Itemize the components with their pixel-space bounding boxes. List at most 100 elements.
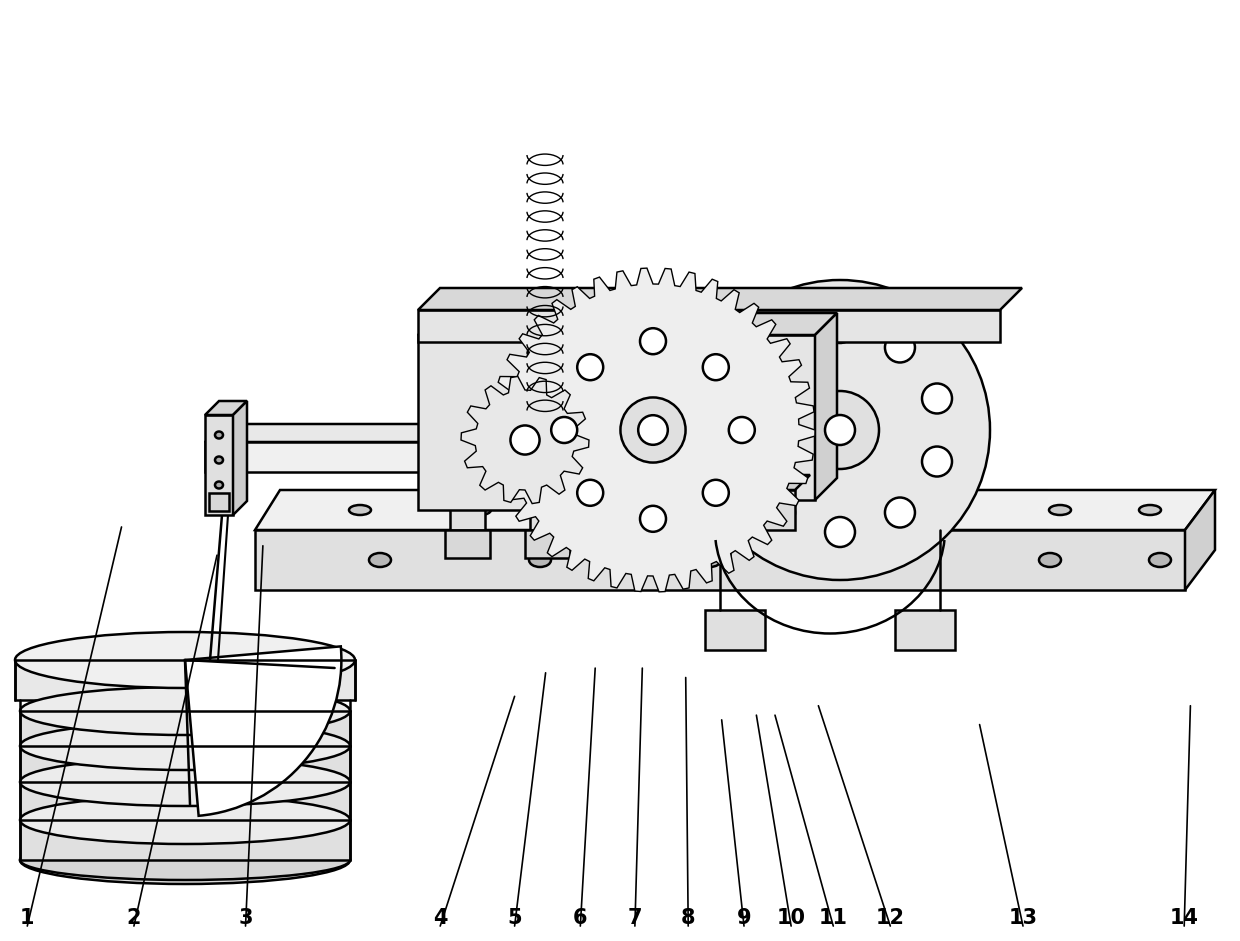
Polygon shape (529, 472, 565, 530)
Text: 11: 11 (818, 908, 848, 928)
Polygon shape (580, 490, 650, 535)
Circle shape (885, 332, 915, 362)
Bar (605, 530, 650, 558)
Polygon shape (255, 530, 1185, 590)
Polygon shape (418, 288, 1022, 310)
Circle shape (765, 332, 795, 362)
Polygon shape (233, 401, 247, 515)
Ellipse shape (20, 687, 350, 735)
Polygon shape (20, 746, 350, 782)
Polygon shape (461, 376, 589, 503)
Wedge shape (185, 646, 341, 816)
Circle shape (703, 354, 729, 380)
Polygon shape (610, 472, 645, 530)
Circle shape (923, 447, 952, 476)
Text: 8: 8 (681, 908, 696, 928)
Circle shape (801, 391, 879, 469)
Circle shape (511, 425, 539, 455)
Ellipse shape (20, 796, 350, 844)
Ellipse shape (469, 505, 491, 515)
Ellipse shape (215, 456, 223, 464)
Ellipse shape (348, 505, 371, 515)
Polygon shape (730, 475, 810, 490)
Polygon shape (491, 268, 815, 592)
Polygon shape (255, 490, 1215, 530)
Circle shape (620, 397, 686, 463)
Ellipse shape (20, 836, 350, 884)
Ellipse shape (689, 505, 711, 515)
Circle shape (825, 415, 856, 445)
Circle shape (728, 384, 758, 413)
Ellipse shape (1149, 553, 1171, 567)
Ellipse shape (370, 553, 391, 567)
Ellipse shape (699, 553, 720, 567)
Bar (210, 493, 229, 511)
Polygon shape (450, 454, 503, 472)
Polygon shape (15, 660, 355, 700)
Polygon shape (660, 475, 745, 490)
Bar (895, 610, 955, 650)
Circle shape (640, 328, 666, 354)
Polygon shape (20, 820, 350, 860)
Polygon shape (689, 454, 743, 472)
Polygon shape (1185, 490, 1215, 590)
Polygon shape (418, 310, 999, 342)
Polygon shape (418, 313, 551, 335)
Circle shape (703, 480, 729, 506)
Polygon shape (610, 454, 663, 472)
Text: 7: 7 (627, 908, 642, 928)
Polygon shape (528, 313, 551, 510)
Circle shape (639, 415, 668, 445)
Text: 6: 6 (573, 908, 588, 928)
Polygon shape (205, 415, 233, 515)
Circle shape (825, 517, 856, 547)
Text: 12: 12 (875, 908, 905, 928)
Circle shape (552, 417, 577, 443)
Polygon shape (689, 472, 725, 530)
Ellipse shape (929, 505, 951, 515)
Ellipse shape (215, 482, 223, 488)
Bar (525, 530, 570, 558)
Circle shape (765, 498, 795, 528)
Ellipse shape (20, 840, 350, 880)
Ellipse shape (1039, 553, 1061, 567)
Circle shape (885, 498, 915, 528)
Polygon shape (529, 454, 583, 472)
Text: 5: 5 (507, 908, 522, 928)
Polygon shape (450, 472, 485, 530)
Text: 2: 2 (126, 908, 141, 928)
Polygon shape (660, 490, 730, 535)
Bar (445, 530, 490, 558)
Ellipse shape (529, 553, 551, 567)
Circle shape (577, 354, 603, 380)
Polygon shape (20, 711, 350, 746)
Ellipse shape (20, 722, 350, 770)
Circle shape (825, 313, 856, 343)
Circle shape (689, 280, 990, 580)
Circle shape (728, 447, 758, 476)
Circle shape (640, 506, 666, 532)
Text: 4: 4 (433, 908, 448, 928)
Text: 13: 13 (1008, 908, 1038, 928)
Polygon shape (815, 313, 837, 500)
Polygon shape (20, 782, 350, 820)
Polygon shape (720, 335, 815, 500)
Polygon shape (720, 313, 837, 335)
Bar (706, 610, 765, 650)
Ellipse shape (1049, 505, 1071, 515)
Polygon shape (205, 401, 247, 415)
Polygon shape (205, 442, 665, 472)
Text: 9: 9 (737, 908, 751, 928)
Ellipse shape (215, 432, 223, 439)
Ellipse shape (1140, 505, 1161, 515)
Ellipse shape (869, 553, 892, 567)
Ellipse shape (15, 632, 355, 688)
Text: 14: 14 (1169, 908, 1199, 928)
Bar (684, 530, 730, 558)
Ellipse shape (579, 505, 601, 515)
Ellipse shape (808, 505, 831, 515)
Polygon shape (730, 490, 795, 530)
Ellipse shape (20, 758, 350, 806)
Circle shape (577, 480, 603, 506)
Circle shape (729, 417, 755, 443)
